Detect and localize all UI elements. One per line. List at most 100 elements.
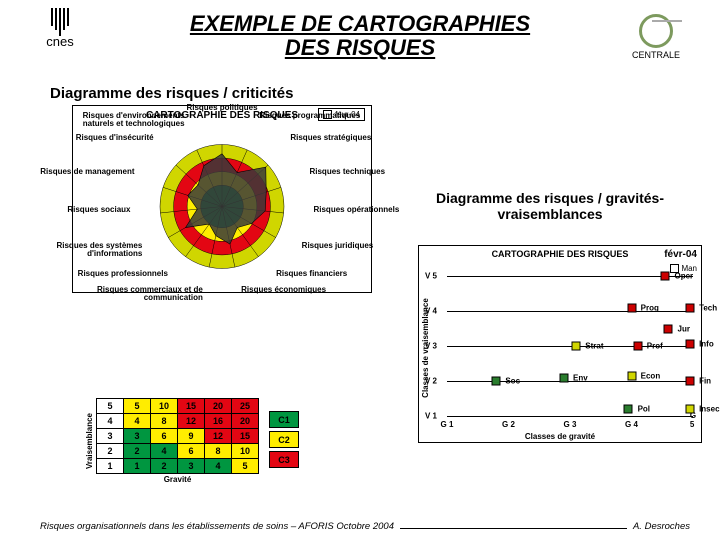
matrix-cell: 15	[232, 429, 259, 444]
matrix-cell: 2	[124, 444, 151, 459]
matrix-cell: 6	[178, 444, 205, 459]
matrix-cell: 25	[232, 399, 259, 414]
xtick: G 4	[625, 420, 638, 429]
scatter-point-label: Pol	[638, 405, 650, 414]
radar-label: Risques de management	[25, 168, 135, 176]
header: cnes EXEMPLE DE CARTOGRAPHIES DES RISQUE…	[0, 0, 720, 72]
radar-label: Risques juridiques	[302, 242, 412, 250]
matrix-cell: 10	[151, 399, 178, 414]
matrix-cell: 20	[232, 414, 259, 429]
scatter-point-label: Fin	[699, 377, 711, 386]
ytick: V 1	[425, 412, 437, 421]
subtitle: Diagramme des risques / criticités	[50, 85, 293, 102]
radar-label: Risques des systèmes d'informations	[32, 242, 142, 259]
radar-label: Risques techniques	[309, 168, 419, 176]
matrix-cell: 4	[205, 459, 232, 474]
ytick: V 2	[425, 377, 437, 386]
scatter-point-label: Env	[573, 373, 588, 382]
matrix-cell: 5	[124, 399, 151, 414]
radar-svg	[137, 129, 307, 284]
scatter-chart: CARTOGRAPHIE DES RISQUES févr-04 Man Cla…	[418, 245, 702, 443]
matrix-cell: 4	[97, 414, 124, 429]
logo-cnes: cnes	[30, 8, 90, 49]
matrix-cell: 1	[124, 459, 151, 474]
scatter-point-label: Soc	[505, 377, 520, 386]
risk-table: 5510152025448121620336912152246810112345	[96, 398, 259, 474]
scatter-point-label: Prog	[641, 303, 659, 312]
matrix-cell: 20	[205, 399, 232, 414]
matrix-cell: 4	[124, 414, 151, 429]
class-badge: C1	[269, 411, 299, 428]
ytick: V 5	[425, 272, 437, 281]
scatter-title-outer: Diagramme des risques / gravités- vraise…	[435, 190, 665, 222]
scatter-point	[685, 405, 694, 414]
matrix-cell: 3	[178, 459, 205, 474]
class-labels: C1 C2 C3	[269, 411, 299, 471]
matrix-cell: 3	[124, 429, 151, 444]
footer: Risques organisationnels dans les établi…	[40, 521, 690, 532]
radar-label: Risques sociaux	[21, 206, 131, 214]
table-xlabel: Gravité	[96, 475, 259, 484]
matrix-cell: 12	[205, 429, 232, 444]
scatter-head: CARTOGRAPHIE DES RISQUES	[419, 246, 701, 259]
matrix-cell: 4	[151, 444, 178, 459]
class-badge: C3	[269, 451, 299, 468]
scatter-point-label: Prof	[647, 342, 663, 351]
scatter-point-label: Tech	[699, 303, 717, 312]
xtick: G 1	[441, 420, 454, 429]
xtick: G 3	[564, 420, 577, 429]
matrix-cell: 1	[97, 459, 124, 474]
scatter-point	[661, 272, 670, 281]
radar-label: Risques opérationnels	[313, 206, 423, 214]
scatter-point-label: Info	[699, 340, 714, 349]
scatter-xlabel: Classes de gravité	[525, 432, 595, 441]
matrix-cell: 2	[97, 444, 124, 459]
scatter-point	[627, 371, 636, 380]
scatter-point	[685, 340, 694, 349]
matrix-cell: 8	[151, 414, 178, 429]
scatter-point	[624, 405, 633, 414]
title-line2: DES RISQUES	[285, 35, 435, 60]
radar-label: Risques programmatiques	[259, 112, 369, 120]
radar-label: Risques stratégiques	[290, 134, 400, 142]
matrix-cell: 3	[97, 429, 124, 444]
matrix-cell: 12	[178, 414, 205, 429]
scatter-date: févr-04	[664, 249, 697, 260]
radar-label: Risques d'insécurité	[44, 134, 154, 142]
scatter-point-label: Oper	[674, 272, 693, 281]
scatter-point	[559, 373, 568, 382]
matrix-cell: 2	[151, 459, 178, 474]
matrix-cell: 15	[178, 399, 205, 414]
scatter-point	[664, 324, 673, 333]
xtick: G 5	[690, 411, 696, 429]
matrix-cell: 8	[205, 444, 232, 459]
scatter-point	[627, 303, 636, 312]
class-badge: C2	[269, 431, 299, 448]
risk-matrix: Vraisemblance 55101520254481216203369121…	[85, 398, 299, 484]
xtick: G 2	[502, 420, 515, 429]
matrix-cell: 6	[151, 429, 178, 444]
title-line1: EXEMPLE DE CARTOGRAPHIES	[190, 11, 530, 36]
scatter-point	[492, 377, 501, 386]
scatter-point-label: Strat	[585, 342, 603, 351]
matrix-cell: 5	[97, 399, 124, 414]
scatter-point-label: Jur	[678, 324, 690, 333]
radar-label: Risques financiers	[276, 270, 386, 278]
matrix-cell: 16	[205, 414, 232, 429]
page-title: EXEMPLE DE CARTOGRAPHIES DES RISQUES	[190, 12, 530, 60]
scatter-point	[685, 303, 694, 312]
radar-label: Risques d'environnements naturels et tec…	[75, 112, 185, 129]
scatter-plot-area: V 1V 2V 3V 4V 5G 1G 2G 3G 4G 5SocEnvStra…	[447, 276, 693, 416]
footer-author: A. Desroches	[633, 521, 690, 532]
logo-centrale: CENTRALE	[632, 14, 680, 60]
matrix-cell: 5	[232, 459, 259, 474]
matrix-cell: 9	[178, 429, 205, 444]
ytick: V 3	[425, 342, 437, 351]
scatter-point-label: Econ	[641, 371, 661, 380]
scatter-point	[685, 377, 694, 386]
ytick: V 4	[425, 307, 437, 316]
footer-text: Risques organisationnels dans les établi…	[40, 521, 394, 532]
radar-label: Risques économiques	[241, 286, 351, 294]
scatter-point-label: Insec	[699, 405, 719, 414]
radar-label: Risques commerciaux et de communication	[93, 286, 203, 303]
